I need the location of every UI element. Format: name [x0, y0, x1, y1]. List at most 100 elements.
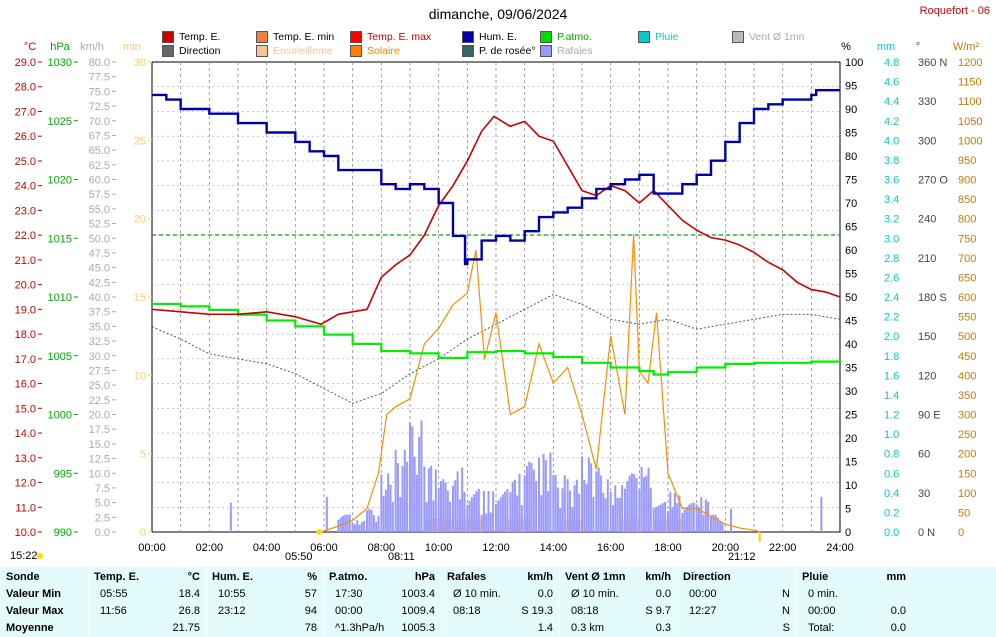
- time-axis-tick: 14:00: [540, 542, 568, 554]
- temp-axis-tick: 18.0: [15, 329, 36, 341]
- table-row-label: Moyenne: [6, 622, 54, 634]
- deg-axis-tick: 240: [918, 214, 936, 226]
- temp-axis-tick: 21.0: [15, 255, 36, 267]
- pct-axis-tick: 100: [845, 57, 863, 69]
- min-axis-tick: 15: [134, 292, 146, 304]
- kmh-axis-tick: 80.0: [89, 57, 110, 69]
- pct-axis-tick: 75: [845, 175, 857, 187]
- table-separator: [677, 567, 678, 637]
- mm-axis-tick: 1.8: [884, 351, 899, 363]
- mm-axis-tick: 3.6: [884, 175, 899, 187]
- humidity-line: [152, 88, 840, 266]
- kmh-axis-tick: 0.0: [95, 527, 110, 539]
- mm-axis-tick: 0.6: [884, 468, 899, 480]
- wm2-axis-tick: 700: [958, 253, 976, 265]
- kmh-axis-tick: 25.0: [89, 380, 110, 392]
- legend-label: Direction: [179, 45, 221, 57]
- legend-label: Vent Ø 1mn: [749, 31, 805, 43]
- table-row-label: Valeur Max: [6, 605, 64, 617]
- mm-axis-tick: 4.0: [884, 135, 899, 147]
- kmh-axis-tick: 52.5: [89, 219, 110, 231]
- table-cell: 00:00: [335, 605, 363, 617]
- legend-item: Temp. E. max: [350, 31, 431, 43]
- legend-swatch: [256, 31, 268, 43]
- table-cell: Ø 10 min.: [453, 588, 501, 600]
- table-cell: 1.4: [537, 622, 553, 634]
- mm-unit: mm: [877, 41, 895, 53]
- deg-axis-tick: 270 O: [918, 175, 948, 187]
- wm2-axis-tick: 800: [958, 214, 976, 226]
- deg-axis-tick: 180 S: [918, 292, 947, 304]
- pct-axis-tick: 20: [845, 433, 857, 445]
- legend-label: Ensoleilleme: [273, 45, 333, 57]
- hpa-axis-tick: 1005: [48, 351, 72, 363]
- table-cell: S: [782, 622, 790, 634]
- pct-axis-tick: 55: [845, 269, 857, 281]
- legend-label: Temp. E.: [179, 31, 221, 43]
- legend-swatch: [162, 45, 174, 57]
- pct-axis-tick: 90: [845, 104, 857, 116]
- table-cell: 94: [304, 605, 317, 617]
- deg-axis-tick: 330: [918, 96, 936, 108]
- wm2-axis-tick: 450: [958, 351, 976, 363]
- table-cell: 0.0: [655, 588, 671, 600]
- table-cell: 1003.4: [401, 588, 435, 600]
- temp-axis-tick: 15.0: [15, 403, 36, 415]
- time-axis-tick: 22:00: [769, 542, 797, 554]
- pct-axis-tick: 10: [845, 480, 857, 492]
- kmh-axis-tick: 75.0: [89, 86, 110, 98]
- temperature-line: [151, 115, 841, 326]
- min-unit: min: [123, 41, 141, 53]
- summary-table: Sonde Temp. E. °C Hum. E.% P.atmo. hPa Rafales…: [0, 567, 996, 637]
- temp-axis-tick: 11.0: [15, 502, 36, 514]
- table-header: km/h: [645, 571, 671, 583]
- wm2-axis-tick: 900: [958, 175, 976, 187]
- wm2-axis-tick: 200: [958, 449, 976, 461]
- mm-axis-tick: 2.0: [884, 331, 899, 343]
- chart: 29.0 28.0 27.0 26.0 25.0 24.0 23.0 22.0 21.0 20.0…: [15, 41, 982, 559]
- station-name: Roquefort - 06: [919, 5, 990, 17]
- mm-axis-tick: 2.4: [884, 292, 899, 304]
- pct-axis-tick: 30: [845, 386, 857, 398]
- kmh-axis-tick: 45.0: [89, 263, 110, 275]
- table-separator: [323, 567, 324, 637]
- temp-axis-tick: 17.0: [15, 354, 36, 366]
- mm-axis-tick: 1.6: [884, 370, 899, 382]
- sunset-label: 21:12: [728, 551, 756, 563]
- table-cell: 21.75: [172, 622, 200, 634]
- min-axis-tick: 30: [134, 57, 146, 69]
- pct-axis-tick: 40: [845, 339, 857, 351]
- deg-axis-tick: 60: [918, 449, 930, 461]
- dew-point-line: [151, 293, 841, 404]
- legend-item: P. de rosée°: [462, 45, 536, 57]
- legend-label: Solaire: [367, 45, 400, 57]
- kmh-axis-tick: 67.5: [89, 130, 110, 142]
- pct-axis-tick: 35: [845, 363, 857, 375]
- wm2-axis-tick: 1000: [958, 135, 982, 147]
- pct-axis-tick: 70: [845, 198, 857, 210]
- mm-axis-tick: 3.0: [884, 233, 899, 245]
- table-cell: N: [782, 605, 790, 617]
- kmh-axis-tick: 20.0: [89, 410, 110, 422]
- pct-axis-tick: 5: [845, 504, 851, 516]
- table-cell: 05:55: [100, 588, 128, 600]
- table-cell: 26.8: [178, 605, 200, 617]
- table-cell: 10:55: [218, 588, 246, 600]
- table-separator: [796, 567, 797, 637]
- table-cell: 17:30: [335, 588, 363, 600]
- kmh-axis-tick: 40.0: [89, 292, 110, 304]
- wm2-axis-tick: 100: [958, 488, 976, 500]
- legend-item: Temp. E. min: [256, 31, 334, 43]
- pct-axis-tick: 45: [845, 316, 857, 328]
- wm2-axis-tick: 350: [958, 390, 976, 402]
- legend-swatch: [540, 45, 552, 57]
- table-cell: 11:56: [100, 605, 127, 617]
- hpa-axis-tick: 995: [54, 468, 72, 480]
- table-cell: 0.0: [537, 588, 553, 600]
- table-cell: 0.3: [655, 622, 671, 634]
- legend-item: Hum. E.: [462, 31, 517, 43]
- deg-axis-tick: 360 N: [918, 57, 947, 69]
- time-axis-tick: 02:00: [196, 542, 224, 554]
- kmh-axis-tick: 32.5: [89, 336, 110, 348]
- table-header: Hum. E.: [212, 571, 253, 583]
